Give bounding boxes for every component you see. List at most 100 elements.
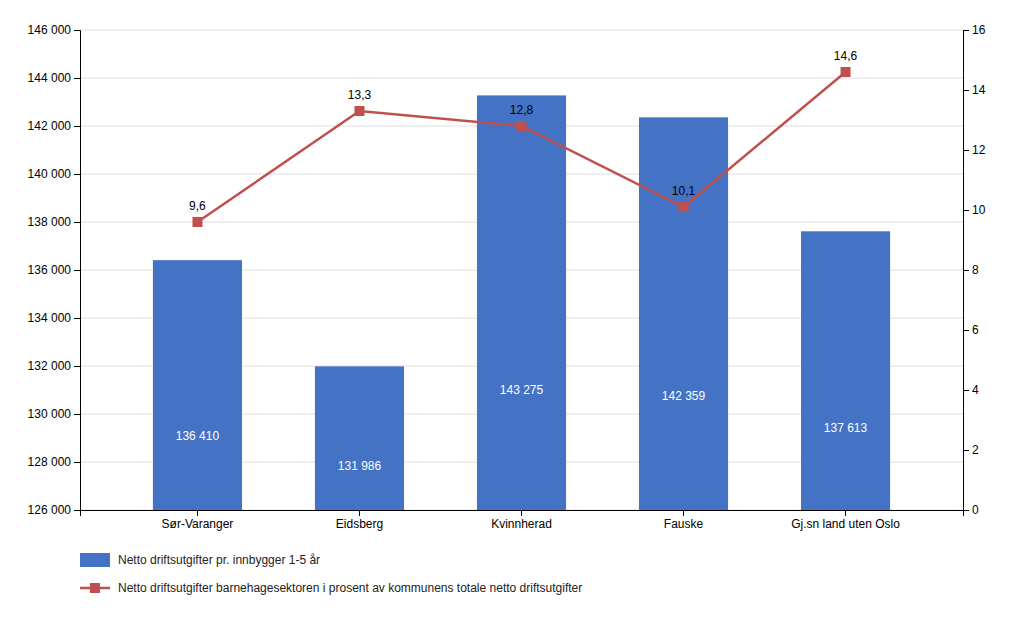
y-tick-label: 140 000 (28, 167, 72, 181)
y2-tick-mark (963, 150, 969, 151)
chart: 136 410131 986143 275142 359137 6139,613… (0, 0, 1023, 630)
legend-item: Netto driftsutgifter pr. innbygger 1-5 å… (80, 553, 320, 567)
bar-series (153, 95, 890, 510)
x-tick-label: Fauske (664, 517, 704, 531)
y2-tick: 12 (963, 143, 986, 157)
y-tick-mark (74, 510, 80, 511)
y2-tick: 14 (963, 83, 986, 97)
y2-tick-label: 8 (972, 263, 979, 277)
y-tick: 136 000 (28, 263, 80, 277)
legend: Netto driftsutgifter pr. innbygger 1-5 å… (80, 553, 582, 595)
y2-tick-label: 16 (972, 23, 986, 37)
grid-line (80, 30, 963, 31)
y-tick: 126 000 (28, 503, 80, 517)
bar (315, 366, 404, 510)
x-tick: Fauske (664, 510, 704, 531)
line-series (192, 67, 850, 227)
y-tick-label: 138 000 (28, 215, 72, 229)
bar (153, 260, 242, 510)
bar-label: 143 275 (500, 383, 544, 397)
x-axis: Sør-Varanger Eidsberg Kvinnherad Fauske Gj.s… (81, 510, 964, 531)
y-tick: 132 000 (28, 359, 80, 373)
y-tick: 134 000 (28, 311, 80, 325)
marker (517, 121, 527, 131)
y-tick: 144 000 (28, 71, 80, 85)
y2-tick: 16 (963, 23, 986, 37)
axis-line (964, 31, 970, 511)
x-tick-label: Gj.sn land uten Oslo (791, 517, 900, 531)
bar-label: 131 986 (338, 459, 382, 473)
y-tick-mark (74, 30, 80, 31)
x-tick: Gj.sn land uten Oslo (791, 510, 900, 531)
y2-axis: 0 2 4 6 8 10 12 14 16 (963, 23, 986, 517)
y-tick: 128 000 (28, 455, 80, 469)
y2-tick-label: 4 (972, 383, 979, 397)
y-tick-label: 146 000 (28, 23, 72, 37)
y-tick-label: 132 000 (28, 359, 72, 373)
x-tick-label: Eidsberg (336, 517, 383, 531)
y-tick-mark (74, 78, 80, 79)
x-tick-mark (521, 510, 522, 516)
line (197, 72, 845, 222)
y2-tick-mark (963, 450, 969, 451)
y2-tick-mark (963, 30, 969, 31)
y-tick: 142 000 (28, 119, 80, 133)
legend-swatch (80, 553, 110, 567)
axis-line (74, 31, 81, 511)
y-tick: 140 000 (28, 167, 80, 181)
y-tick: 138 000 (28, 215, 80, 229)
y2-tick-label: 0 (972, 503, 979, 517)
y2-tick: 0 (963, 503, 979, 517)
line-label: 13,3 (348, 88, 372, 102)
y2-tick: 10 (963, 203, 986, 217)
marker (192, 217, 202, 227)
line-label: 9,6 (189, 199, 206, 213)
y2-tick-label: 6 (972, 323, 979, 337)
x-tick: Kvinnherad (491, 510, 552, 531)
y2-tick: 4 (963, 383, 979, 397)
y-tick-label: 142 000 (28, 119, 72, 133)
y-tick-mark (74, 270, 80, 271)
y2-tick-label: 2 (972, 443, 979, 457)
grid (80, 30, 963, 510)
y-tick-label: 130 000 (28, 407, 72, 421)
y-tick-label: 128 000 (28, 455, 72, 469)
x-tick: Sør-Varanger (162, 510, 234, 531)
y-tick-mark (74, 126, 80, 127)
legend-marker (90, 583, 100, 593)
y-axis: 126 000 128 000 130 000 132 000 134 000 136 0… (28, 23, 81, 517)
y2-tick-label: 14 (972, 83, 986, 97)
x-tick-label: Kvinnherad (491, 517, 552, 531)
x-tick-mark (683, 510, 684, 516)
y2-tick-mark (963, 90, 969, 91)
x-tick-mark (359, 510, 360, 516)
y-tick-label: 134 000 (28, 311, 72, 325)
x-tick-label: Sør-Varanger (162, 517, 234, 531)
y2-tick-mark (963, 270, 969, 271)
y2-tick: 6 (963, 323, 979, 337)
y2-tick: 2 (963, 443, 979, 457)
y-tick-label: 126 000 (28, 503, 72, 517)
line-label: 10,1 (672, 184, 696, 198)
bar (801, 231, 890, 510)
y-tick-mark (74, 222, 80, 223)
y-tick: 146 000 (28, 23, 80, 37)
y-tick-label: 136 000 (28, 263, 72, 277)
y-tick-mark (74, 174, 80, 175)
y2-tick-mark (963, 210, 969, 211)
y2-tick-label: 12 (972, 143, 986, 157)
y-tick-mark (74, 318, 80, 319)
line-label: 14,6 (834, 49, 858, 63)
y2-tick-mark (963, 330, 969, 331)
y-tick-label: 144 000 (28, 71, 72, 85)
x-tick: Eidsberg (336, 510, 383, 531)
legend-label: Netto driftsutgifter barnehagesektoren i… (118, 581, 582, 595)
y2-tick-mark (963, 390, 969, 391)
marker (841, 67, 851, 77)
legend-label: Netto driftsutgifter pr. innbygger 1-5 å… (118, 553, 320, 567)
line-label: 12,8 (510, 103, 534, 117)
y2-tick: 8 (963, 263, 979, 277)
axis-line (81, 511, 964, 517)
marker (679, 202, 689, 212)
y2-tick-label: 10 (972, 203, 986, 217)
